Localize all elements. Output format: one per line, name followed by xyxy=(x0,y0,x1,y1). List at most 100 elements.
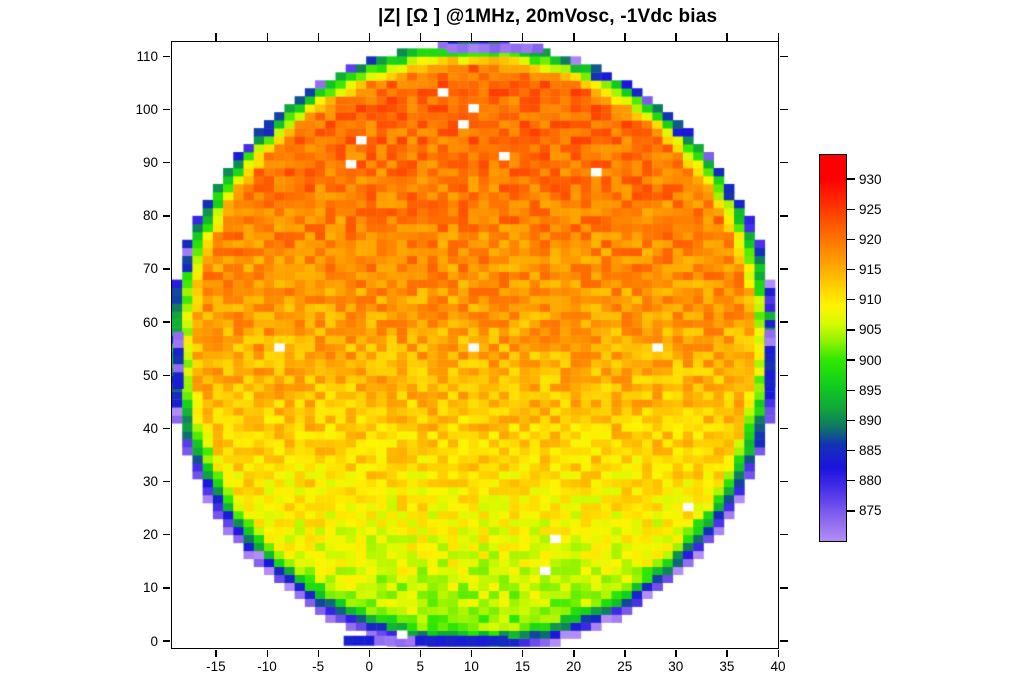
colorbar-tick xyxy=(847,268,855,271)
y-axis-tick xyxy=(162,587,170,589)
y-axis-tick-label: 50 xyxy=(142,367,158,383)
colorbar-tick-label: 885 xyxy=(859,443,882,459)
x-axis-tick xyxy=(470,649,473,657)
y-axis-tick xyxy=(162,55,170,58)
colorbar xyxy=(819,154,847,542)
x-axis-tick-label: 35 xyxy=(719,659,735,674)
x-axis-tick xyxy=(317,649,320,657)
x-axis-tick xyxy=(726,649,728,657)
x-axis-tick-top xyxy=(368,33,371,41)
x-axis-tick-top xyxy=(419,33,422,41)
x-axis-tick-top xyxy=(573,33,575,41)
x-axis-tick-top xyxy=(624,33,626,41)
x-axis-tick-top xyxy=(266,33,268,41)
colorbar-tick-label: 925 xyxy=(859,201,882,217)
x-axis-tick-label: -15 xyxy=(206,659,226,674)
y-axis-tick-right xyxy=(780,321,788,323)
x-axis-tick xyxy=(624,649,626,657)
y-axis-tick-label: 20 xyxy=(142,527,158,543)
y-axis-tick xyxy=(162,268,170,270)
y-axis-tick-label: 70 xyxy=(142,261,158,277)
x-axis-tick-top xyxy=(317,33,320,41)
x-axis-tick-label: 10 xyxy=(463,659,479,674)
y-axis-tick-right xyxy=(780,55,788,58)
y-axis-tick-right xyxy=(780,268,788,270)
y-axis-tick-label: 40 xyxy=(142,420,158,436)
heatmap-canvas xyxy=(172,42,778,648)
x-axis-tick xyxy=(419,649,422,657)
y-axis-tick-right xyxy=(780,640,788,642)
x-axis-tick xyxy=(777,649,779,657)
y-axis-tick-right xyxy=(780,587,788,589)
x-axis-tick-top xyxy=(470,33,473,41)
colorbar-tick-label: 915 xyxy=(859,262,882,278)
colorbar-canvas xyxy=(820,155,846,541)
x-axis-tick-label: 5 xyxy=(416,659,425,674)
plot-area xyxy=(171,41,779,649)
colorbar-tick xyxy=(847,510,855,512)
x-axis-tick-label: 15 xyxy=(515,659,531,674)
colorbar-tick xyxy=(847,208,855,210)
colorbar-tick xyxy=(847,238,855,241)
y-axis-tick-right xyxy=(780,534,788,536)
colorbar-tick-label: 900 xyxy=(859,352,882,368)
x-axis-tick xyxy=(522,649,524,657)
x-axis-tick xyxy=(215,649,217,657)
x-axis-tick xyxy=(266,649,268,657)
colorbar-tick-label: 875 xyxy=(859,503,882,519)
x-axis-tick-label: 0 xyxy=(365,659,373,674)
colorbar-tick-label: 920 xyxy=(859,231,882,247)
y-axis-tick xyxy=(162,374,170,376)
x-axis-tick-label: -10 xyxy=(257,659,277,674)
y-axis-tick-label: 10 xyxy=(142,580,158,596)
x-axis-tick-label: -5 xyxy=(312,659,325,674)
colorbar-tick-label: 930 xyxy=(859,171,882,187)
x-axis-tick-label: 30 xyxy=(668,659,684,674)
y-axis-tick xyxy=(162,480,170,483)
colorbar-tick xyxy=(847,359,855,361)
y-axis-tick-right xyxy=(780,374,788,376)
y-axis-tick-right xyxy=(780,480,788,483)
y-axis-tick-right xyxy=(780,215,788,217)
y-axis-tick-label: 30 xyxy=(142,474,158,490)
x-axis-tick xyxy=(675,649,677,657)
x-axis-tick-top xyxy=(675,33,677,41)
colorbar-tick xyxy=(847,389,855,391)
x-axis-tick xyxy=(573,649,575,657)
colorbar-tick xyxy=(847,178,855,180)
colorbar-tick xyxy=(847,329,855,331)
y-axis-tick xyxy=(162,640,170,642)
colorbar-tick xyxy=(847,479,855,482)
y-axis-tick-right xyxy=(780,427,788,430)
x-axis-tick-top xyxy=(777,33,779,41)
y-axis-tick-label: 90 xyxy=(142,155,158,171)
y-axis-tick xyxy=(162,427,170,430)
y-axis-tick-label: 110 xyxy=(136,48,158,64)
colorbar-tick xyxy=(847,299,855,301)
x-axis-tick-top xyxy=(726,33,728,41)
colorbar-tick-label: 910 xyxy=(859,292,882,308)
colorbar-tick-label: 890 xyxy=(859,412,882,428)
y-axis-tick-right xyxy=(780,108,788,111)
colorbar-tick xyxy=(847,449,855,452)
x-axis-tick-top xyxy=(522,33,524,41)
colorbar-tick-label: 905 xyxy=(859,322,882,338)
y-axis-tick xyxy=(162,161,170,164)
y-axis-tick-label: 60 xyxy=(142,314,158,330)
y-axis-tick xyxy=(162,321,170,323)
x-axis-tick-top xyxy=(215,33,217,41)
colorbar-tick-label: 880 xyxy=(859,473,882,489)
y-axis-tick-label: 100 xyxy=(135,102,158,117)
y-axis-tick-label: 0 xyxy=(150,633,158,649)
x-axis-tick-label: 20 xyxy=(566,659,582,674)
x-axis-tick-label: 40 xyxy=(770,659,786,674)
chart-title: |Z| [Ω ] @1MHz, 20mVosc, -1Vdc bias xyxy=(378,6,718,27)
x-axis-tick-label: 25 xyxy=(617,659,633,674)
colorbar-tick xyxy=(847,419,855,422)
y-axis-tick-right xyxy=(780,161,788,164)
x-axis-tick xyxy=(368,649,371,657)
y-axis-tick xyxy=(162,215,170,217)
y-axis-tick xyxy=(162,534,170,536)
y-axis-tick xyxy=(162,108,170,111)
